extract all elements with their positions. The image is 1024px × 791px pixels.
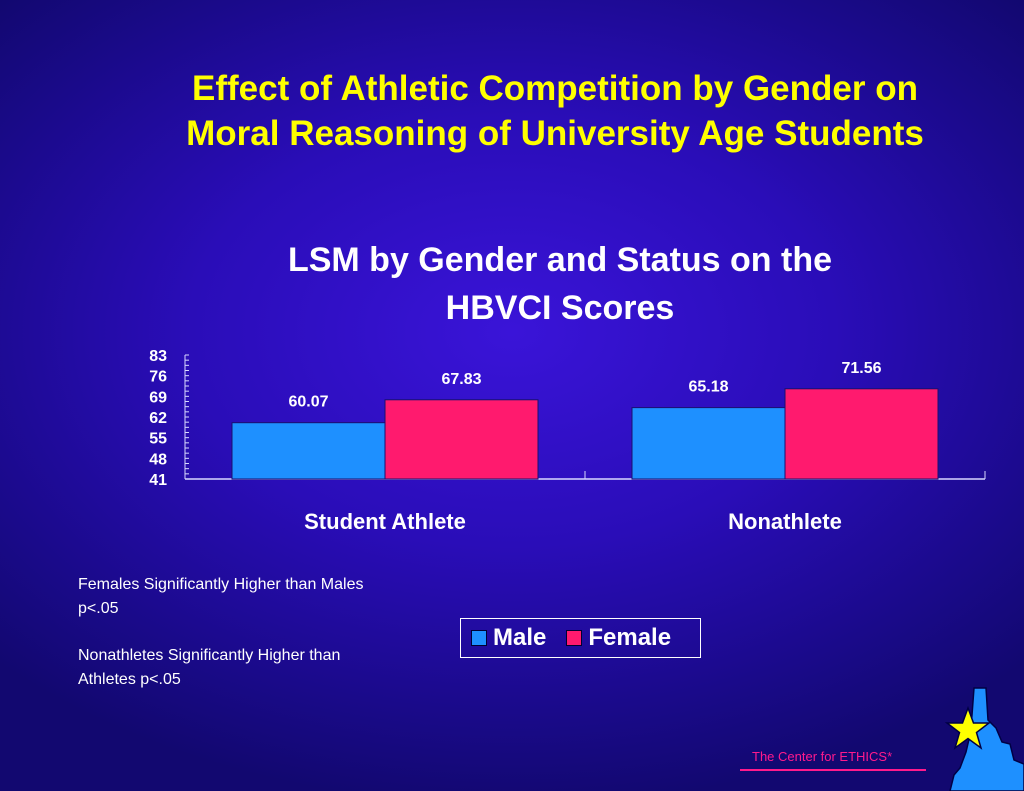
- data-label: 67.83: [441, 371, 481, 388]
- y-tick-label: 83: [149, 348, 167, 365]
- data-label: 60.07: [288, 394, 328, 411]
- x-category-label: Student Athlete: [304, 509, 466, 534]
- note-status: Nonathletes Significantly Higher than At…: [78, 647, 341, 688]
- legend-item-male: Male: [471, 624, 546, 652]
- chart-legend: Male Female: [460, 618, 701, 658]
- legend-swatch-male: [471, 630, 487, 646]
- bar-male: [231, 422, 386, 480]
- map-shape: [949, 687, 1024, 791]
- legend-item-female: Female: [566, 624, 671, 652]
- legend-label-male: Male: [493, 624, 547, 651]
- slide-title-line2: Moral Reasoning of University Age Studen…: [186, 114, 924, 153]
- y-tick-label: 41: [149, 472, 167, 489]
- footer-text: The Center for ETHICS*: [752, 749, 893, 764]
- data-label: 65.18: [688, 379, 728, 396]
- y-tick-label: 48: [149, 451, 167, 468]
- legend-swatch-female: [566, 630, 583, 646]
- data-label: 71.56: [841, 360, 881, 377]
- star-icon: [944, 705, 992, 750]
- x-category-label: Nonathlete: [728, 509, 842, 534]
- note-gender: Females Significantly Higher than Males …: [78, 576, 364, 617]
- chart-title: LSM by Gender and Status on the HBVCI Sc…: [180, 236, 940, 332]
- bar-male: [631, 407, 786, 480]
- y-tick-label: 62: [149, 410, 167, 427]
- chart-title-line2: HBVCI Scores: [445, 289, 675, 327]
- footer-underline: [740, 769, 926, 771]
- y-tick-label: 76: [149, 369, 167, 386]
- y-tick-label: 69: [149, 389, 167, 406]
- slide-title: Effect of Athletic Competition by Gender…: [80, 66, 1024, 156]
- slide-title-line1: Effect of Athletic Competition by Gender…: [192, 69, 918, 108]
- chart-title-line1: LSM by Gender and Status on the: [287, 241, 833, 279]
- bar-female: [384, 399, 539, 480]
- bar-female: [784, 388, 939, 480]
- star-on-map-icon: [944, 687, 1024, 791]
- legend-label-female: Female: [588, 624, 672, 651]
- y-tick-label: 55: [149, 431, 167, 448]
